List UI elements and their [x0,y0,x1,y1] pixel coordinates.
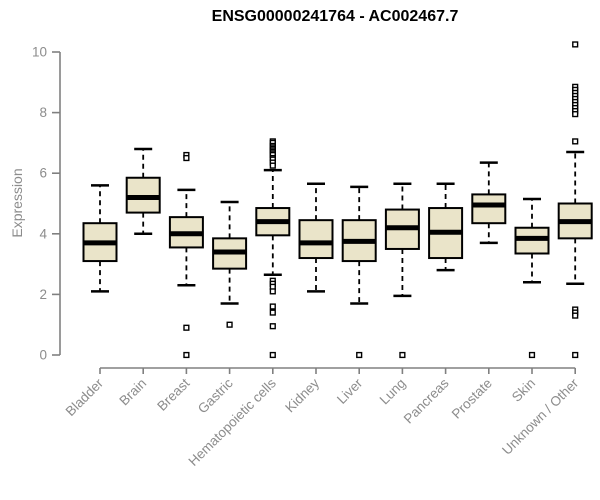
outlier-point [269,323,276,330]
category-label-skin: Skin [509,376,538,405]
boxplot-brain [125,147,161,236]
boxplot-pancreas [428,182,464,272]
y-tick-label: 2 [39,287,47,302]
outlier-point [269,303,276,310]
boxplot-prostate [471,161,507,245]
boxplot-hematopoietic-cells [255,138,291,359]
y-tick-label: 8 [39,105,47,120]
category-label-lung: Lung [377,376,409,408]
outlier-point [572,41,579,48]
outlier-point [399,351,406,359]
outlier-point [183,154,190,162]
outlier-point [269,309,276,316]
outlier-point [572,111,579,118]
y-tick-label: 10 [32,45,47,60]
category-label-liver: Liver [334,375,366,407]
category-label-pancreas: Pancreas [401,375,452,426]
category-label-unknown-other: Unknown / Other [499,375,582,458]
category-label-breast: Breast [154,375,192,413]
category-label-kidney: Kidney [282,375,322,415]
y-tick-label: 6 [39,166,47,181]
outlier-point [183,351,190,359]
outlier-point [183,324,190,331]
outlier-point [269,351,276,359]
boxplot-kidney [298,182,334,293]
boxplot-gastric [212,200,248,328]
outlier-point [572,312,579,319]
chart-title: ENSG00000241764 - AC002467.7 [212,8,459,25]
boxplot-skin [514,197,550,359]
outlier-point [226,321,233,328]
y-tick-label: 4 [39,226,47,241]
category-label-brain: Brain [116,376,149,409]
boxplot-unknown-other [557,41,593,359]
boxplot-liver [341,185,377,359]
boxplot-bladder [82,184,118,293]
outlier-point [356,351,363,359]
boxplot-lung [384,182,420,359]
category-label-gastric: Gastric [195,375,236,416]
y-axis-label: Expression [9,168,25,237]
outlier-point [269,288,276,295]
outlier-point [269,162,276,169]
category-label-bladder: Bladder [63,375,107,419]
outlier-point [572,351,579,359]
category-label-prostate: Prostate [449,376,495,422]
iqr-box [471,193,507,225]
y-tick-label: 0 [39,348,47,363]
outlier-point [528,351,536,359]
iqr-box [298,219,334,260]
outlier-point [572,138,579,145]
boxplot-breast [168,151,204,359]
